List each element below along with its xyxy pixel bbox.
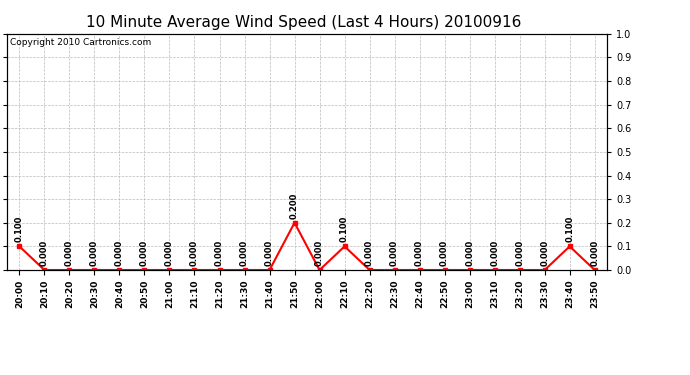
Text: 0.000: 0.000 (465, 240, 474, 266)
Text: 0.000: 0.000 (190, 240, 199, 266)
Text: 0.000: 0.000 (440, 240, 449, 266)
Text: 0.100: 0.100 (565, 216, 574, 242)
Text: 0.000: 0.000 (490, 240, 499, 266)
Text: 0.000: 0.000 (115, 240, 124, 266)
Text: 0.000: 0.000 (540, 240, 549, 266)
Text: 0.100: 0.100 (340, 216, 349, 242)
Text: 0.000: 0.000 (315, 240, 324, 266)
Text: 0.000: 0.000 (415, 240, 424, 266)
Text: 0.100: 0.100 (15, 216, 24, 242)
Text: 0.000: 0.000 (365, 240, 374, 266)
Text: 0.000: 0.000 (90, 240, 99, 266)
Text: 0.000: 0.000 (590, 240, 599, 266)
Text: 0.000: 0.000 (215, 240, 224, 266)
Text: 0.200: 0.200 (290, 192, 299, 219)
Text: Copyright 2010 Cartronics.com: Copyright 2010 Cartronics.com (10, 39, 151, 48)
Text: 0.000: 0.000 (165, 240, 174, 266)
Text: 0.000: 0.000 (140, 240, 149, 266)
Text: 0.000: 0.000 (515, 240, 524, 266)
Text: 0.000: 0.000 (265, 240, 274, 266)
Text: 0.000: 0.000 (240, 240, 249, 266)
Text: 0.000: 0.000 (40, 240, 49, 266)
Text: 0.000: 0.000 (65, 240, 74, 266)
Text: 10 Minute Average Wind Speed (Last 4 Hours) 20100916: 10 Minute Average Wind Speed (Last 4 Hou… (86, 15, 521, 30)
Text: 0.000: 0.000 (390, 240, 399, 266)
